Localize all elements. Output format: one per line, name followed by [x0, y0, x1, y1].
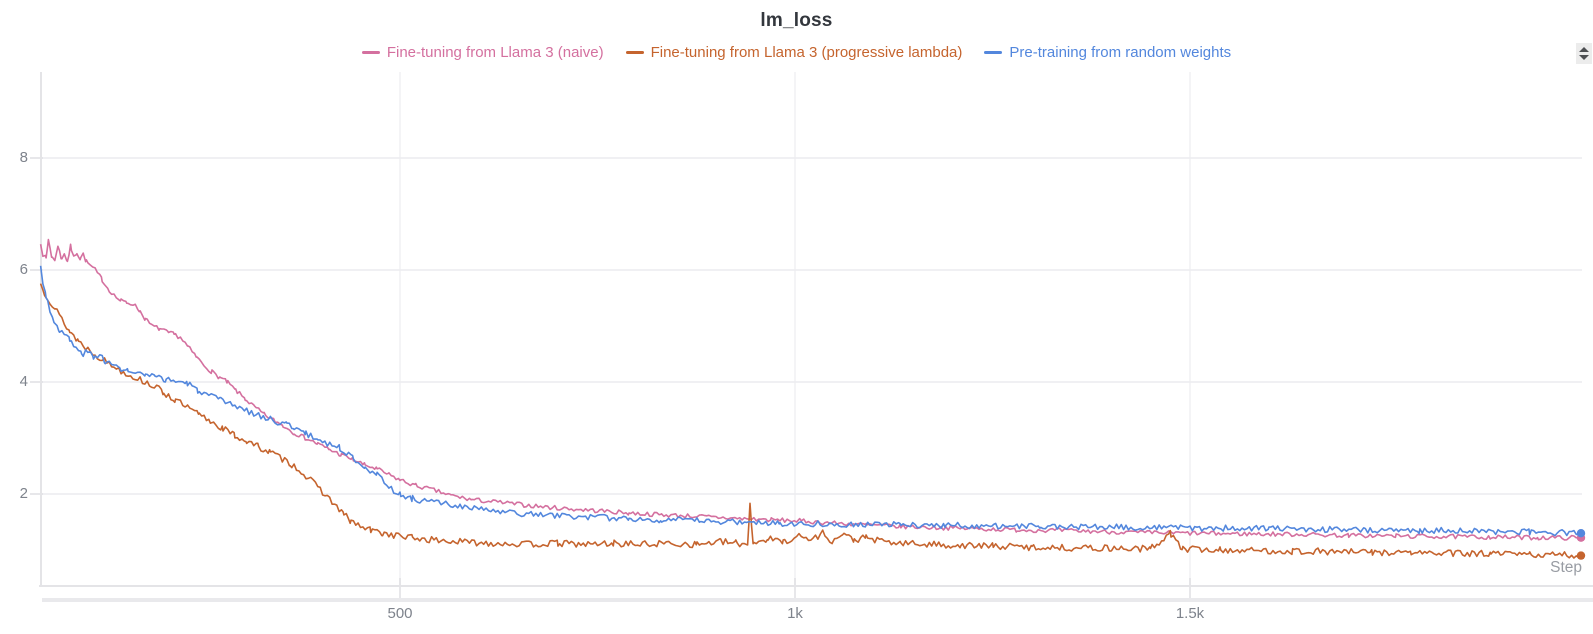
legend-label-pretraining: Pre-training from random weights — [1009, 44, 1232, 61]
series-end-marker-1 — [1576, 551, 1586, 560]
x-tick-label: 1k — [787, 605, 803, 622]
x-axis-title: Step — [1550, 559, 1582, 576]
y-tick-label: 4 — [19, 373, 28, 390]
legend-item-pretraining[interactable]: Pre-training from random weights — [984, 44, 1231, 61]
series-line-0 — [39, 238, 1582, 541]
y-tick-label: 8 — [19, 149, 28, 166]
series-end-marker-2 — [1576, 529, 1586, 538]
series-line-1 — [39, 283, 1582, 559]
x-tick-label: 1.5k — [1175, 605, 1205, 622]
series-line-2 — [39, 265, 1582, 537]
legend-label-progressive-lambda: Fine-tuning from Llama 3 (progressive la… — [650, 44, 963, 61]
legend-swatch-naive-icon — [361, 50, 380, 55]
legend-item-progressive-lambda[interactable]: Fine-tuning from Llama 3 (progressive la… — [625, 44, 963, 61]
chart-title: lm_loss — [760, 10, 833, 31]
panel-bottom-rule — [42, 598, 1593, 602]
y-tick-label: 2 — [19, 485, 28, 502]
y-tick-label: 6 — [19, 261, 28, 278]
legend-item-naive[interactable]: Fine-tuning from Llama 3 (naive) — [361, 44, 604, 61]
stepper-up-icon — [1579, 47, 1589, 52]
x-tick-label: 500 — [387, 605, 413, 622]
panel-height-stepper[interactable] — [1576, 43, 1592, 64]
legend-label-naive: Fine-tuning from Llama 3 (naive) — [386, 44, 604, 61]
stepper-down-icon — [1579, 55, 1589, 60]
legend-swatch-pretraining-icon — [984, 50, 1003, 55]
legend: Fine-tuning from Llama 3 (naive) Fine-tu… — [0, 44, 1593, 61]
legend-swatch-progressive-lambda-icon — [625, 50, 644, 55]
